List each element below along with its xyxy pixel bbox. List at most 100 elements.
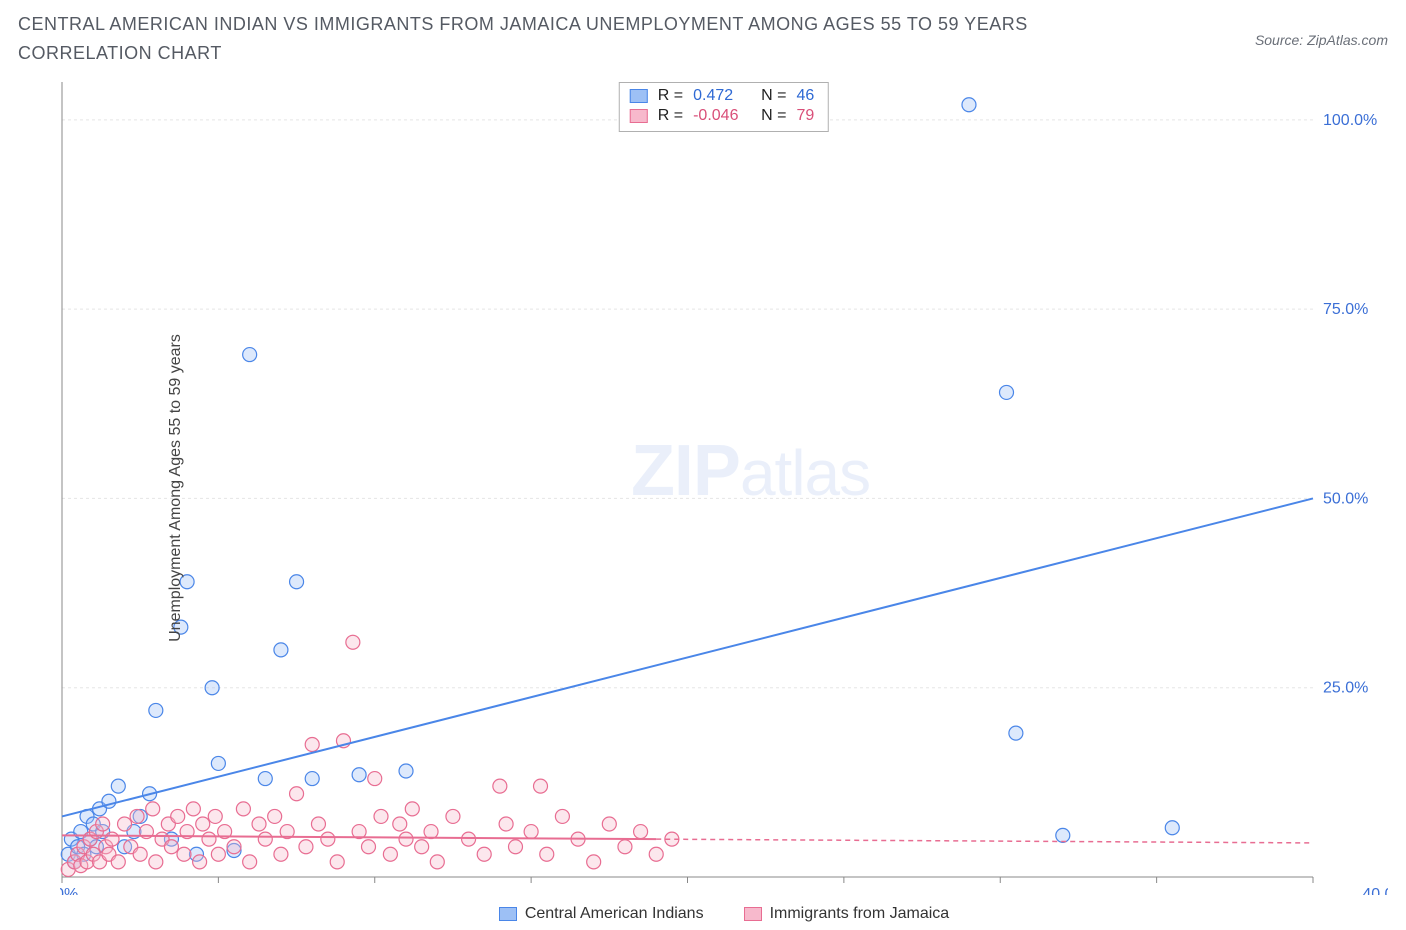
data-point <box>211 756 225 770</box>
data-point <box>1009 726 1023 740</box>
legend-n-label: N = <box>761 87 786 105</box>
series-legend-item: Central American Indians <box>499 905 704 923</box>
y-tick-label: 100.0% <box>1323 112 1377 129</box>
legend-n-value: 79 <box>796 107 814 125</box>
data-point <box>274 643 288 657</box>
data-point <box>311 817 325 831</box>
data-point <box>193 855 207 869</box>
data-point <box>415 840 429 854</box>
data-point <box>493 779 507 793</box>
data-point <box>268 809 282 823</box>
scatter-plot: 25.0% 50.0% 75.0% 100.0% 0.0% 40.0% <box>60 80 1388 895</box>
data-point <box>446 809 460 823</box>
data-point <box>186 802 200 816</box>
data-point <box>524 825 538 839</box>
data-point <box>146 802 160 816</box>
data-point <box>305 772 319 786</box>
legend-n-label: N = <box>761 107 786 125</box>
legend-r-value: -0.046 <box>693 107 751 125</box>
regression-line <box>62 498 1313 816</box>
data-point <box>305 738 319 752</box>
data-point <box>236 802 250 816</box>
data-point <box>211 847 225 861</box>
data-point <box>399 764 413 778</box>
data-point <box>368 772 382 786</box>
source-attribution: Source: ZipAtlas.com <box>1255 32 1388 48</box>
y-axis-label: Unemployment Among Ages 55 to 59 years <box>167 334 185 642</box>
data-point <box>534 779 548 793</box>
data-point <box>105 832 119 846</box>
plot-area: Unemployment Among Ages 55 to 59 years Z… <box>60 80 1388 895</box>
data-point <box>405 802 419 816</box>
legend-swatch <box>499 907 517 921</box>
regression-line-dashed <box>656 839 1313 843</box>
legend-swatch <box>630 109 648 123</box>
data-point <box>299 840 313 854</box>
data-point <box>118 817 132 831</box>
legend-swatch <box>630 89 648 103</box>
legend-r-label: R = <box>658 87 683 105</box>
data-point <box>393 817 407 831</box>
data-point <box>540 847 554 861</box>
legend-n-value: 46 <box>796 87 814 105</box>
data-point <box>383 847 397 861</box>
data-point <box>111 779 125 793</box>
data-point <box>499 817 513 831</box>
y-tick-label: 50.0% <box>1323 490 1368 507</box>
correlation-legend-row: R = -0.046 N = 79 <box>630 107 814 125</box>
data-point <box>149 855 163 869</box>
data-point <box>202 832 216 846</box>
data-point <box>555 809 569 823</box>
data-point <box>227 840 241 854</box>
data-point <box>149 703 163 717</box>
data-point <box>258 832 272 846</box>
data-point <box>1165 821 1179 835</box>
data-point <box>1056 828 1070 842</box>
legend-swatch <box>744 907 762 921</box>
data-point <box>399 832 413 846</box>
data-point <box>634 825 648 839</box>
chart-title: CENTRAL AMERICAN INDIAN VS IMMIGRANTS FR… <box>18 10 1128 68</box>
series-legend-label: Central American Indians <box>525 905 704 923</box>
series-legend-label: Immigrants from Jamaica <box>770 905 950 923</box>
data-point <box>196 817 210 831</box>
data-point <box>462 832 476 846</box>
data-point <box>290 575 304 589</box>
data-point <box>430 855 444 869</box>
correlation-legend-row: R = 0.472 N = 46 <box>630 87 814 105</box>
data-point <box>130 809 144 823</box>
data-point <box>602 817 616 831</box>
data-point <box>1000 385 1014 399</box>
data-point <box>346 635 360 649</box>
data-point <box>252 817 266 831</box>
data-point <box>962 98 976 112</box>
data-point <box>243 855 257 869</box>
series-legend-item: Immigrants from Jamaica <box>744 905 950 923</box>
data-point <box>133 847 147 861</box>
data-point <box>352 768 366 782</box>
data-point <box>330 855 344 869</box>
correlation-legend: R = 0.472 N = 46 R = -0.046 N = 79 <box>619 82 829 132</box>
y-tick-label: 25.0% <box>1323 680 1368 697</box>
data-point <box>361 840 375 854</box>
data-point <box>424 825 438 839</box>
legend-r-label: R = <box>658 107 683 125</box>
data-point <box>477 847 491 861</box>
data-point <box>205 681 219 695</box>
data-point <box>587 855 601 869</box>
data-point <box>374 809 388 823</box>
data-point <box>243 348 257 362</box>
series-legend: Central American Indians Immigrants from … <box>60 905 1388 923</box>
x-tick-label: 40.0% <box>1362 886 1388 895</box>
data-point <box>177 847 191 861</box>
data-point <box>618 840 632 854</box>
data-point <box>290 787 304 801</box>
legend-r-value: 0.472 <box>693 87 751 105</box>
data-point <box>111 855 125 869</box>
data-point <box>96 817 110 831</box>
data-point <box>164 840 178 854</box>
data-point <box>649 847 663 861</box>
x-tick-label: 0.0% <box>60 886 78 895</box>
data-point <box>258 772 272 786</box>
y-tick-label: 75.0% <box>1323 301 1368 318</box>
